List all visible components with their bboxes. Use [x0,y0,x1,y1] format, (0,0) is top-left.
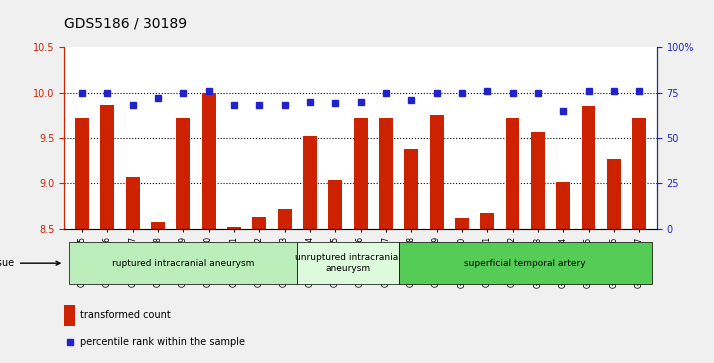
Bar [101,105,114,229]
Bar [398,242,652,285]
Bar [455,218,469,229]
Bar [227,227,241,229]
Text: transformed count: transformed count [80,310,171,321]
Bar [379,118,393,229]
Text: superficial temporal artery: superficial temporal artery [464,259,586,268]
Text: ruptured intracranial aneurysm: ruptured intracranial aneurysm [112,259,254,268]
Bar [303,136,317,229]
Bar [481,213,494,229]
Bar [531,132,545,229]
Bar [556,182,570,229]
Bar [176,118,190,229]
Bar [430,115,443,229]
Bar [75,118,89,229]
Text: percentile rank within the sample: percentile rank within the sample [80,337,245,347]
Text: GDS5186 / 30189: GDS5186 / 30189 [64,16,187,30]
Bar [328,180,342,229]
Bar [581,106,595,229]
Text: tissue: tissue [0,258,60,268]
Bar [201,94,216,229]
Bar [632,118,646,229]
Bar [69,242,297,285]
Bar [506,118,520,229]
Text: unruptured intracranial
aneurysm: unruptured intracranial aneurysm [295,253,401,273]
Bar [252,217,266,229]
Bar [278,209,291,229]
Bar [151,222,165,229]
Bar [126,177,140,229]
Bar [297,242,398,285]
Bar [404,149,418,229]
Bar [353,118,368,229]
Bar [607,159,620,229]
Bar [64,305,75,326]
